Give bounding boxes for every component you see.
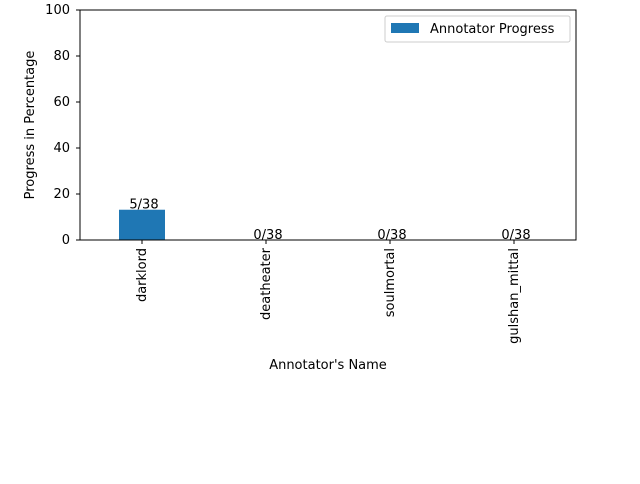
legend: Annotator Progress bbox=[384, 15, 571, 43]
bar-value-label-soulmortal: 0/38 bbox=[377, 228, 406, 243]
y-tick-label: 0 bbox=[62, 233, 70, 248]
bar-value-label-deatheater: 0/38 bbox=[253, 228, 282, 243]
x-axis-layer: darklord deatheater soulmortal gulshan_mitt… bbox=[135, 240, 522, 344]
legend-label: Annotator Progress bbox=[430, 22, 555, 37]
bar-darklord bbox=[119, 209, 165, 240]
y-tick-label: 60 bbox=[53, 95, 70, 110]
y-axis-layer: 0 20 40 60 80 100 bbox=[45, 3, 80, 248]
legend-swatch bbox=[391, 23, 419, 33]
x-tick-label-deatheater: deatheater bbox=[259, 247, 274, 320]
plot-frame bbox=[79, 9, 577, 241]
x-axis-label: Annotator's Name bbox=[269, 358, 387, 373]
y-tick-label: 20 bbox=[53, 187, 70, 202]
bar-labels-layer: 5/38 0/38 0/38 0/38 bbox=[129, 198, 530, 243]
x-tick-label-gulshan_mittal: gulshan_mittal bbox=[507, 248, 522, 344]
x-tick-label-soulmortal: soulmortal bbox=[383, 248, 398, 317]
y-tick-label: 80 bbox=[53, 49, 70, 64]
bar-value-label-gulshan_mittal: 0/38 bbox=[501, 228, 530, 243]
bar-value-label-darklord: 5/38 bbox=[129, 198, 158, 213]
x-tick-label-darklord: darklord bbox=[135, 248, 150, 302]
y-tick-label: 40 bbox=[53, 141, 70, 156]
y-tick-label: 100 bbox=[45, 3, 70, 18]
bars-layer bbox=[119, 209, 165, 240]
legend-box bbox=[384, 15, 571, 43]
y-axis-label: Progress in Percentage bbox=[23, 51, 38, 200]
